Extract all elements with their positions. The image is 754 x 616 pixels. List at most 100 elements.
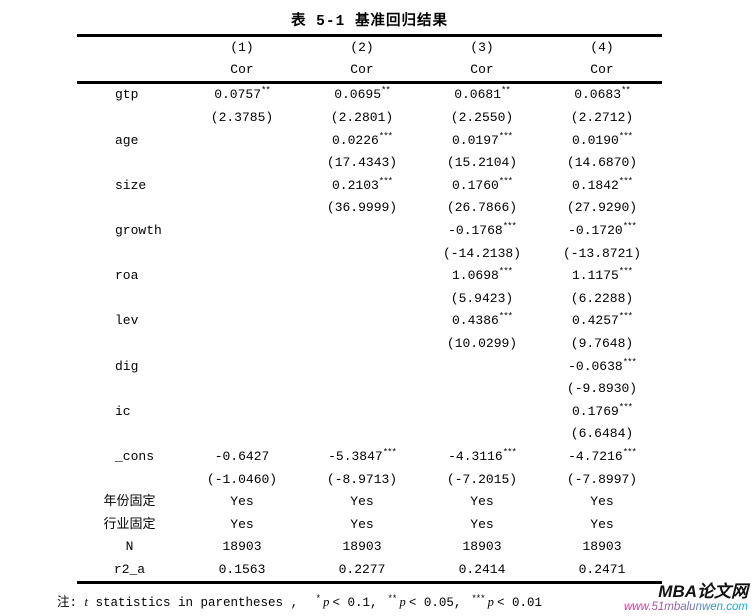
significance-stars: *** [498, 266, 513, 277]
col-number-header: (3) [470, 40, 494, 55]
tstat-cell [182, 378, 302, 401]
stat-value: 18903 [222, 539, 262, 555]
note-sig-condition: < 0.01 [497, 596, 543, 611]
coef-cell: 0.0190*** [571, 131, 633, 148]
tstat-cell: (-1.0460) [206, 471, 278, 487]
variable-label-spacer [77, 288, 182, 311]
coef-cell: 1.0698*** [451, 266, 513, 284]
variable-label-spacer [77, 197, 182, 220]
tstat-row: (6.6484) [77, 423, 662, 446]
coef-cell: 0.1760*** [451, 176, 513, 193]
stat-value: 0.1563 [218, 561, 266, 577]
variable-label: roa [115, 268, 139, 284]
tstat-row: (17.4343) (15.2104) (14.6870) [77, 152, 662, 175]
table-header-row-models: Cor Cor Cor Cor [77, 59, 662, 83]
tstat-row: (5.9423) (6.2288) [77, 288, 662, 311]
significance-stars: *** [498, 131, 513, 142]
note-sig-star: * [315, 594, 322, 605]
tstat-row: (2.3785) (2.2801) (2.2550) (2.2712) [77, 107, 662, 130]
stat-value: Yes [230, 494, 254, 510]
stat-value: Yes [590, 516, 614, 532]
coef-cell [302, 401, 422, 424]
coef-cell: -0.1720*** [568, 221, 637, 238]
tstat-row: (-14.2138) (-13.8721) [77, 243, 662, 266]
significance-stars: *** [618, 266, 633, 277]
tstat-cell [302, 378, 422, 401]
significance-stars: *** [378, 131, 393, 142]
variable-label: ic [115, 403, 131, 419]
tstat-cell [302, 243, 422, 266]
tstat-cell: (-7.2015) [446, 471, 518, 487]
coef-cell: -5.3847*** [328, 447, 397, 464]
tstat-cell [182, 423, 302, 446]
significance-stars: *** [618, 176, 633, 187]
coef-row: roa 1.0698*** 1.1175*** [77, 265, 662, 288]
stat-value: Yes [470, 494, 494, 510]
stat-label: r2_a [113, 561, 146, 577]
significance-stars: *** [622, 357, 637, 368]
tstat-cell: (9.7648) [570, 335, 634, 351]
coef-cell: 0.4386*** [451, 312, 513, 329]
tstat-cell [302, 288, 422, 311]
table-header-row-numbers: (1) (2) (3) (4) [77, 36, 662, 60]
col-number-header: (2) [350, 40, 374, 55]
note-sig-condition: < 0.05, [408, 596, 462, 611]
note-p-symbol: p [396, 595, 409, 610]
coef-cell [182, 265, 302, 288]
note-p-symbol: p [484, 595, 498, 610]
tstat-row: (-1.0460) (-8.9713) (-7.2015) (-7.8997) [77, 469, 662, 492]
note-t-symbol: t [84, 595, 89, 610]
coef-cell: 0.0695** [334, 86, 391, 103]
significance-stars: *** [378, 176, 393, 187]
coef-cell [182, 401, 302, 424]
coef-cell [182, 220, 302, 243]
tstat-cell [302, 333, 422, 356]
coef-row: _cons -0.6427 -5.3847*** -4.3116*** -4.7216*… [77, 446, 662, 469]
watermark-url: www.51mbalunwen.com [623, 601, 748, 614]
stat-value: Yes [350, 494, 374, 510]
coef-cell: -4.3116*** [448, 447, 517, 464]
col-number-header: (4) [590, 40, 614, 55]
coef-cell: -0.0638*** [568, 357, 637, 374]
model-header: Cor [470, 62, 494, 78]
coef-cell: 0.0226*** [331, 131, 393, 148]
coef-row: lev 0.4386*** 0.4257*** [77, 310, 662, 333]
variable-label: growth [115, 222, 162, 238]
note-significance: * p < 0.1, ** p < 0.05, *** p < 0.01 [306, 594, 543, 611]
tstat-cell: (6.2288) [570, 290, 634, 306]
tstat-cell [182, 243, 302, 266]
coef-cell [422, 356, 542, 379]
coef-row: size 0.2103*** 0.1760*** 0.1842*** [77, 175, 662, 198]
variable-label-spacer [77, 469, 182, 492]
significance-stars: ** [621, 86, 631, 97]
tstat-cell: (-13.8721) [562, 245, 641, 261]
variable-label: age [115, 132, 139, 148]
stat-label: 年份固定 [103, 494, 156, 510]
tstat-cell: (14.6870) [566, 155, 638, 171]
coef-row: gtp 0.0757** 0.0695** 0.0681** 0.0683** [77, 83, 662, 107]
table-title: 表 5-1 基准回归结果 [290, 14, 448, 30]
tstat-cell [182, 152, 302, 175]
note-sig-condition: < 0.1, [332, 596, 378, 611]
significance-stars: *** [498, 312, 513, 323]
stat-value: Yes [350, 516, 374, 532]
coef-cell [182, 130, 302, 153]
tstat-cell [422, 423, 542, 446]
note-prefix: 注: [57, 596, 78, 611]
stat-value: Yes [590, 494, 614, 510]
model-header: Cor [350, 62, 374, 78]
coef-cell [422, 401, 542, 424]
note-p-symbol: p [320, 595, 333, 610]
tstat-cell [182, 288, 302, 311]
tstat-cell: (2.2801) [330, 110, 394, 125]
tstat-row: (10.0299) (9.7648) [77, 333, 662, 356]
table-footnote: 注: t statistics in parentheses , * p < 0… [57, 591, 754, 611]
tstat-cell [182, 197, 302, 220]
tstat-cell: (-9.8930) [566, 381, 638, 397]
significance-stars: ** [501, 86, 511, 97]
variable-label-spacer [77, 378, 182, 401]
variable-label: dig [115, 358, 139, 374]
tstat-cell: (36.9999) [326, 200, 398, 216]
header-corner-cell [77, 36, 182, 60]
tstat-cell: (2.3785) [210, 110, 274, 125]
